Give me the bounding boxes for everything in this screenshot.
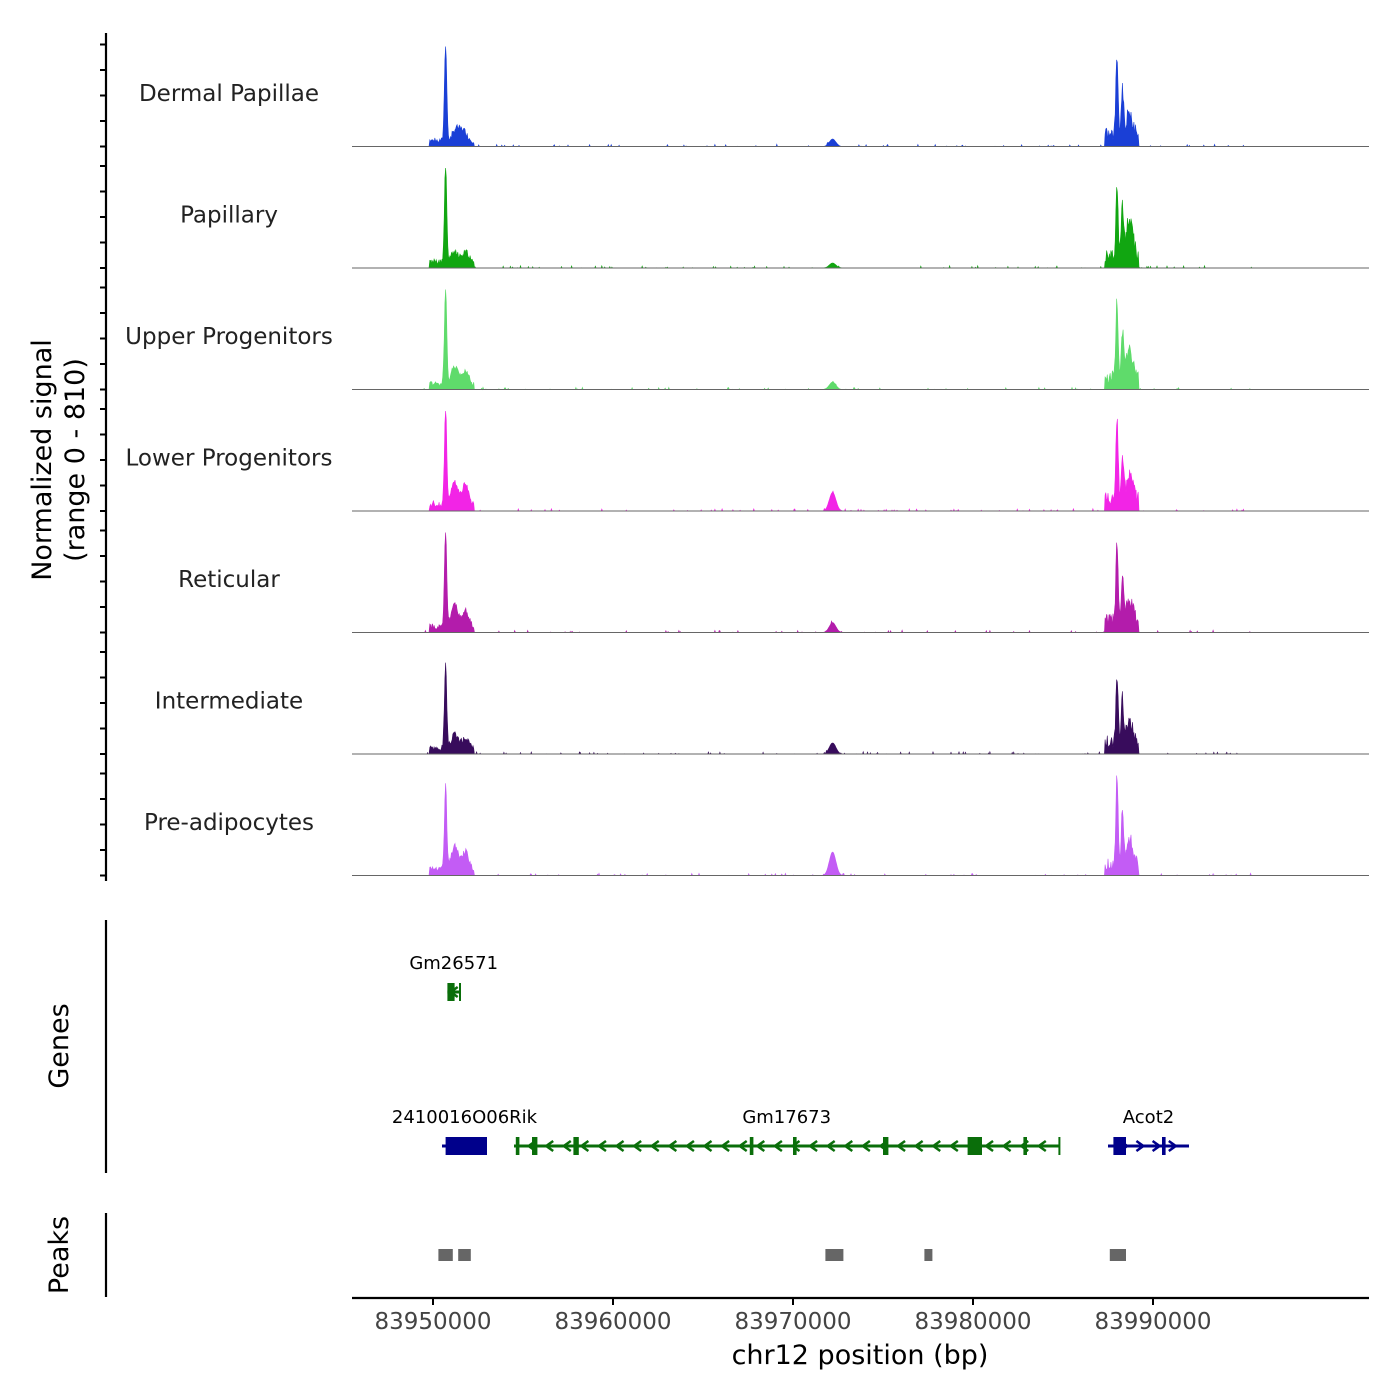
strand-arrow xyxy=(614,1139,625,1153)
exon xyxy=(447,983,455,1001)
x-axis: 83950000 83960000 83970000 83980000 83990000… xyxy=(352,1296,1369,1371)
track-label: Papillary xyxy=(180,203,278,229)
x-axis-label: chr12 position (bp) xyxy=(732,1340,989,1371)
exon xyxy=(515,1137,520,1155)
gene-2410016o06rik: 2410016O06Rik xyxy=(392,1107,538,1155)
gene-label: Gm17673 xyxy=(742,1107,831,1128)
strand-arrow xyxy=(596,1139,607,1153)
signal-area xyxy=(424,775,1252,877)
signal-track-dermal-papillae: Dermal Papillae xyxy=(139,46,1369,147)
signal-area xyxy=(424,167,1253,269)
track-label: Upper Progenitors xyxy=(125,324,333,350)
peak-region xyxy=(1109,1249,1126,1261)
exon xyxy=(445,1137,487,1155)
track-label: Reticular xyxy=(178,567,280,593)
strand-arrow xyxy=(702,1139,713,1153)
exon xyxy=(883,1137,889,1155)
strand-arrow xyxy=(807,1139,818,1153)
signal-ylabel-line2: (range 0 - 810) xyxy=(60,358,91,562)
signal-ylabel-line1: Normalized signal xyxy=(27,339,58,581)
genes-ylabel: Genes xyxy=(44,1003,75,1088)
signal-area xyxy=(423,289,1252,391)
x-tick-label: 83960000 xyxy=(554,1309,671,1335)
strand-arrow xyxy=(860,1139,871,1153)
signal-area xyxy=(424,46,1252,147)
signal-track-upper-progenitors: Upper Progenitors xyxy=(125,289,1369,391)
track-label: Dermal Papillae xyxy=(139,81,319,107)
strand-arrow xyxy=(790,1139,801,1153)
peak-regions xyxy=(438,1249,1126,1261)
strand-arrow xyxy=(983,1139,994,1153)
exon xyxy=(967,1137,982,1155)
gene-gm17673: Gm17673 xyxy=(514,1107,1061,1155)
signal-area xyxy=(424,532,1252,634)
signal-area xyxy=(424,410,1252,512)
exon xyxy=(793,1137,797,1155)
track-label: Pre-adipocytes xyxy=(144,810,314,836)
peak-region xyxy=(438,1249,453,1261)
track-label: Intermediate xyxy=(155,689,303,715)
strand-arrow xyxy=(755,1139,766,1153)
signal-track-reticular: Reticular xyxy=(178,532,1369,634)
strand-arrow xyxy=(825,1139,836,1153)
gene-label: 2410016O06Rik xyxy=(392,1107,538,1128)
strand-arrow xyxy=(719,1139,730,1153)
peak-region xyxy=(825,1249,844,1261)
strand-arrow xyxy=(948,1139,959,1153)
signal-track-pre-adipocytes: Pre-adipocytes xyxy=(144,775,1369,877)
peak-region xyxy=(924,1249,933,1261)
strand-arrow xyxy=(1001,1139,1012,1153)
signal-tracks: Dermal Papillae Papillary Upper Progenitor… xyxy=(125,46,1369,877)
x-tick-label: 83990000 xyxy=(1094,1309,1211,1335)
strand-arrow xyxy=(772,1139,783,1153)
signal-panel: Normalized signal (range 0 - 810) Dermal… xyxy=(27,33,1369,881)
strand-arrow xyxy=(1135,1139,1146,1153)
track-label: Lower Progenitors xyxy=(126,446,333,472)
exon xyxy=(532,1137,538,1155)
strand-arrow xyxy=(667,1139,678,1153)
strand-arrow xyxy=(684,1139,695,1153)
signal-track-lower-progenitors: Lower Progenitors xyxy=(126,410,1369,512)
gene-label: Gm26571 xyxy=(409,953,498,974)
strand-arrow xyxy=(561,1139,572,1153)
strand-arrow xyxy=(544,1139,554,1153)
strand-arrow xyxy=(1036,1139,1047,1153)
gene-models: Gm26571 2410016O06Rik Gm17673 Acot2 xyxy=(392,953,1189,1155)
exon xyxy=(1023,1137,1027,1155)
strand-arrow xyxy=(895,1139,906,1153)
peaks-panel: Peaks xyxy=(44,1213,1126,1297)
gene-gm26571: Gm26571 xyxy=(409,953,498,1001)
strand-arrow xyxy=(1168,1139,1178,1153)
exon xyxy=(1162,1137,1166,1155)
x-tick-label: 83970000 xyxy=(734,1309,851,1335)
strand-arrow xyxy=(649,1139,660,1153)
genes-panel: Genes Gm26571 2410016O06Rik Gm17673 Acot2 xyxy=(44,920,1189,1173)
exon xyxy=(749,1137,754,1155)
exon xyxy=(573,1137,579,1155)
signal-track-papillary: Papillary xyxy=(180,167,1369,269)
x-tick-label: 83950000 xyxy=(374,1309,491,1335)
strand-arrow xyxy=(913,1139,924,1153)
strand-arrow xyxy=(579,1139,590,1153)
exon xyxy=(1113,1137,1126,1155)
peak-region xyxy=(458,1249,471,1261)
strand-arrow xyxy=(1151,1139,1162,1153)
gene-label: Acot2 xyxy=(1123,1107,1174,1128)
strand-arrow xyxy=(843,1139,854,1153)
signal-track-intermediate: Intermediate xyxy=(155,662,1369,755)
strand-arrow xyxy=(737,1139,748,1153)
x-ticks: 83950000 83960000 83970000 83980000 83990000 xyxy=(374,1298,1212,1335)
peaks-ylabel: Peaks xyxy=(44,1216,75,1294)
strand-arrow xyxy=(931,1139,941,1153)
gene-acot2: Acot2 xyxy=(1108,1107,1189,1155)
strand-arrow xyxy=(632,1139,642,1153)
signal-y-ticks xyxy=(100,43,106,877)
x-tick-label: 83980000 xyxy=(914,1309,1031,1335)
signal-area xyxy=(424,662,1252,755)
